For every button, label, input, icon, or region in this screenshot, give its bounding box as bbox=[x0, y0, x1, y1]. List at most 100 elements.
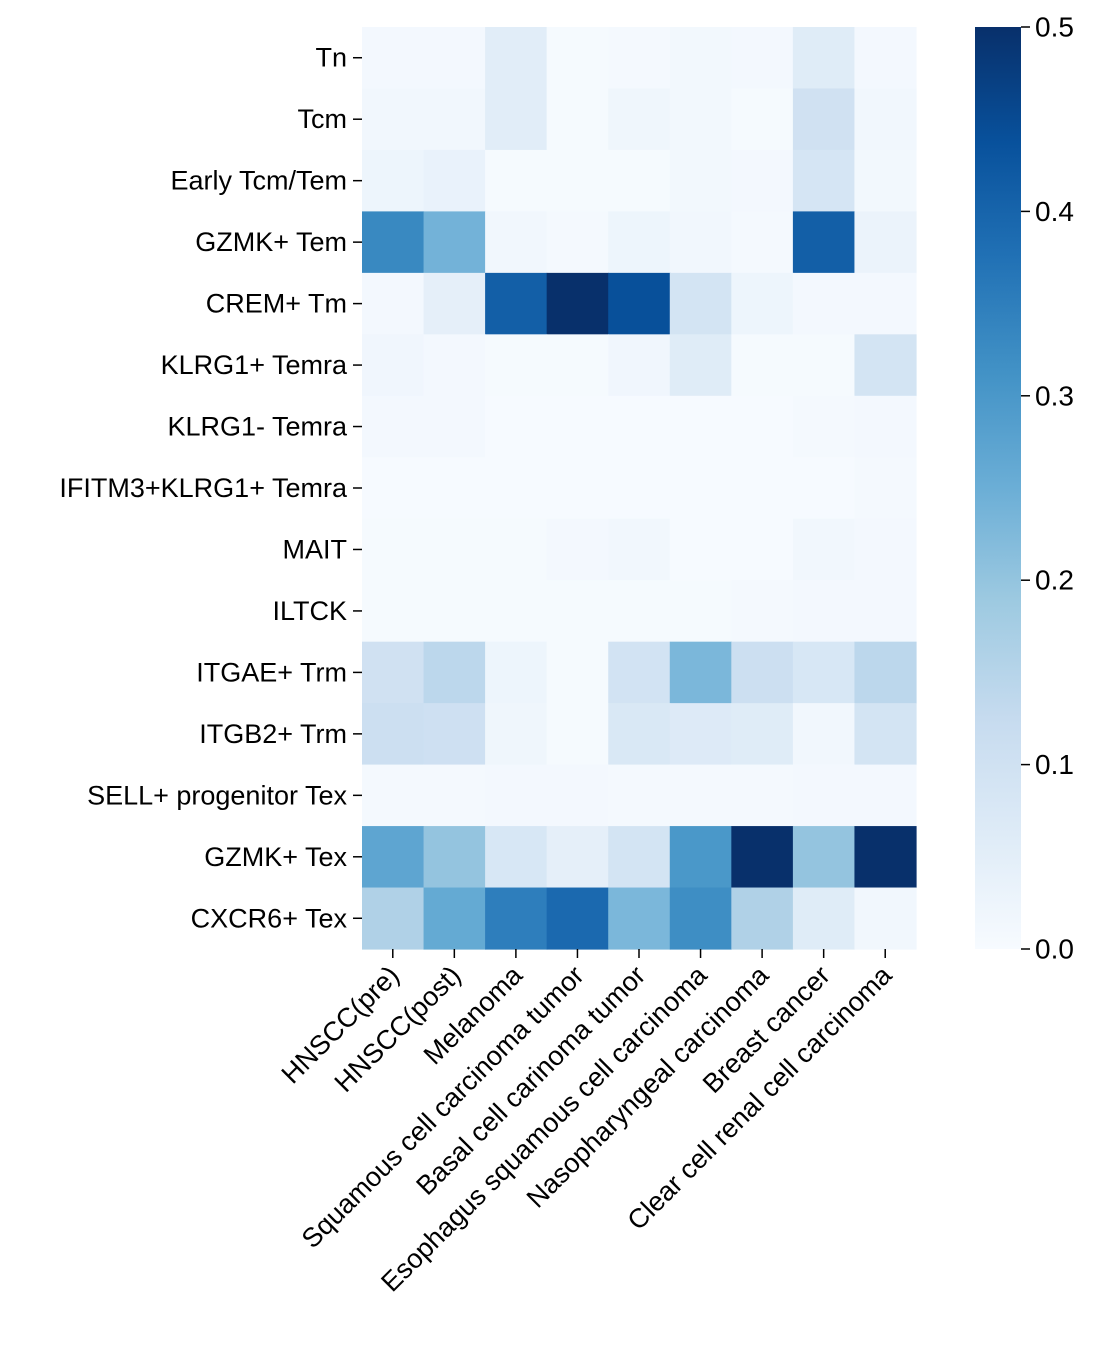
heatmap-cell bbox=[362, 395, 425, 458]
row-tick-label: IFITM3+KLRG1+ Temra bbox=[59, 473, 348, 503]
heatmap-cell bbox=[669, 887, 732, 950]
heatmap-cell bbox=[792, 149, 856, 212]
heatmap-cell bbox=[485, 641, 548, 704]
heatmap-cell bbox=[669, 641, 732, 704]
heatmap-cell bbox=[792, 764, 856, 827]
heatmap-cell bbox=[731, 334, 794, 397]
heatmap-cell bbox=[854, 27, 917, 90]
heatmap-cell bbox=[362, 703, 425, 766]
heatmap-cell bbox=[423, 272, 486, 335]
heatmap-cell bbox=[731, 826, 794, 889]
heatmap-cell bbox=[792, 27, 856, 90]
heatmap-cell bbox=[608, 149, 671, 212]
row-tick-label: KLRG1- Temra bbox=[167, 412, 348, 442]
colorbar-tick-label: 0.1 bbox=[1035, 749, 1074, 780]
heatmap-cell bbox=[485, 149, 548, 212]
heatmap-cell bbox=[608, 518, 671, 581]
heatmap-cell bbox=[792, 887, 856, 950]
row-tick-label: GZMK+ Tex bbox=[204, 842, 347, 872]
heatmap-cell bbox=[423, 641, 486, 704]
heatmap-cell bbox=[485, 580, 548, 643]
heatmap-cell bbox=[546, 149, 609, 212]
heatmap-cell bbox=[854, 395, 917, 458]
heatmap-cell bbox=[546, 518, 609, 581]
heatmap-cell bbox=[608, 395, 671, 458]
heatmap-cell bbox=[423, 149, 486, 212]
heatmap-cell bbox=[423, 334, 486, 397]
heatmap-cell bbox=[669, 580, 732, 643]
heatmap-cell bbox=[485, 272, 548, 335]
heatmap-cell bbox=[485, 334, 548, 397]
heatmap-cell bbox=[792, 457, 856, 520]
heatmap-cell bbox=[608, 887, 671, 950]
heatmap-cell bbox=[608, 641, 671, 704]
row-tick-label: ILTCK bbox=[272, 596, 347, 626]
heatmap-cell bbox=[608, 334, 671, 397]
heatmap-cell bbox=[792, 272, 856, 335]
heatmap-cell bbox=[669, 334, 732, 397]
row-tick-label: CXCR6+ Tex bbox=[191, 903, 348, 933]
row-tick-label: Early Tcm/Tem bbox=[170, 166, 347, 196]
heatmap-cell bbox=[362, 457, 425, 520]
heatmap-cell bbox=[485, 395, 548, 458]
heatmap-cell bbox=[731, 580, 794, 643]
heatmap-cell bbox=[608, 211, 671, 274]
heatmap-cell bbox=[669, 27, 732, 90]
heatmap-cell bbox=[485, 764, 548, 827]
row-tick-label: KLRG1+ Temra bbox=[161, 350, 348, 380]
heatmap-cell bbox=[362, 826, 425, 889]
heatmap-cell bbox=[423, 211, 486, 274]
heatmap-cell bbox=[669, 703, 732, 766]
heatmap-cell bbox=[669, 826, 732, 889]
row-tick-label: GZMK+ Tem bbox=[195, 227, 347, 257]
heatmap-cell bbox=[854, 88, 917, 151]
heatmap-cell bbox=[854, 641, 917, 704]
heatmap-cell bbox=[854, 887, 917, 950]
heatmap-cell bbox=[362, 887, 425, 950]
colorbar-ticks: 0.0 0.1 0.2 0.3 0.4 0.5 bbox=[1021, 12, 1074, 965]
heatmap-cell bbox=[608, 580, 671, 643]
heatmap-cell bbox=[423, 457, 486, 520]
heatmap-cells bbox=[362, 27, 917, 950]
heatmap-cell bbox=[423, 395, 486, 458]
heatmap-cell bbox=[362, 88, 425, 151]
heatmap-cell bbox=[792, 580, 856, 643]
heatmap-cell bbox=[362, 272, 425, 335]
heatmap-cell bbox=[423, 887, 486, 950]
colorbar-tick-label: 0.3 bbox=[1035, 380, 1074, 411]
heatmap-cell bbox=[669, 764, 732, 827]
heatmap-cell bbox=[423, 764, 486, 827]
heatmap-cell bbox=[485, 211, 548, 274]
heatmap-cell bbox=[669, 395, 732, 458]
heatmap-cell bbox=[792, 395, 856, 458]
heatmap-cell bbox=[608, 703, 671, 766]
colorbar-gradient bbox=[975, 27, 1021, 949]
heatmap-cell bbox=[731, 703, 794, 766]
heatmap-cell bbox=[423, 27, 486, 90]
row-tick-labels: Tn Tcm Early Tcm/Tem GZMK+ Tem CREM+ Tm KLRG1… bbox=[59, 43, 362, 933]
heatmap-cell bbox=[608, 826, 671, 889]
heatmap-cell bbox=[608, 27, 671, 90]
colorbar-tick-label: 0.2 bbox=[1035, 565, 1074, 596]
colorbar-tick-label: 0.0 bbox=[1035, 934, 1074, 965]
heatmap-cell bbox=[731, 641, 794, 704]
heatmap-cell bbox=[423, 88, 486, 151]
heatmap-cell bbox=[423, 826, 486, 889]
heatmap-cell bbox=[731, 395, 794, 458]
heatmap-cell bbox=[854, 457, 917, 520]
row-tick-label: CREM+ Tm bbox=[206, 289, 347, 319]
heatmap-cell bbox=[362, 764, 425, 827]
heatmap-cell bbox=[485, 457, 548, 520]
heatmap-cell bbox=[362, 518, 425, 581]
heatmap-cell bbox=[854, 211, 917, 274]
heatmap-cell bbox=[731, 764, 794, 827]
heatmap-cell bbox=[546, 826, 609, 889]
heatmap-cell bbox=[362, 149, 425, 212]
heatmap-cell bbox=[854, 580, 917, 643]
row-tick-label: MAIT bbox=[283, 534, 348, 564]
heatmap-cell bbox=[854, 272, 917, 335]
heatmap-cell bbox=[485, 88, 548, 151]
heatmap-cell bbox=[546, 88, 609, 151]
heatmap-cell bbox=[854, 703, 917, 766]
